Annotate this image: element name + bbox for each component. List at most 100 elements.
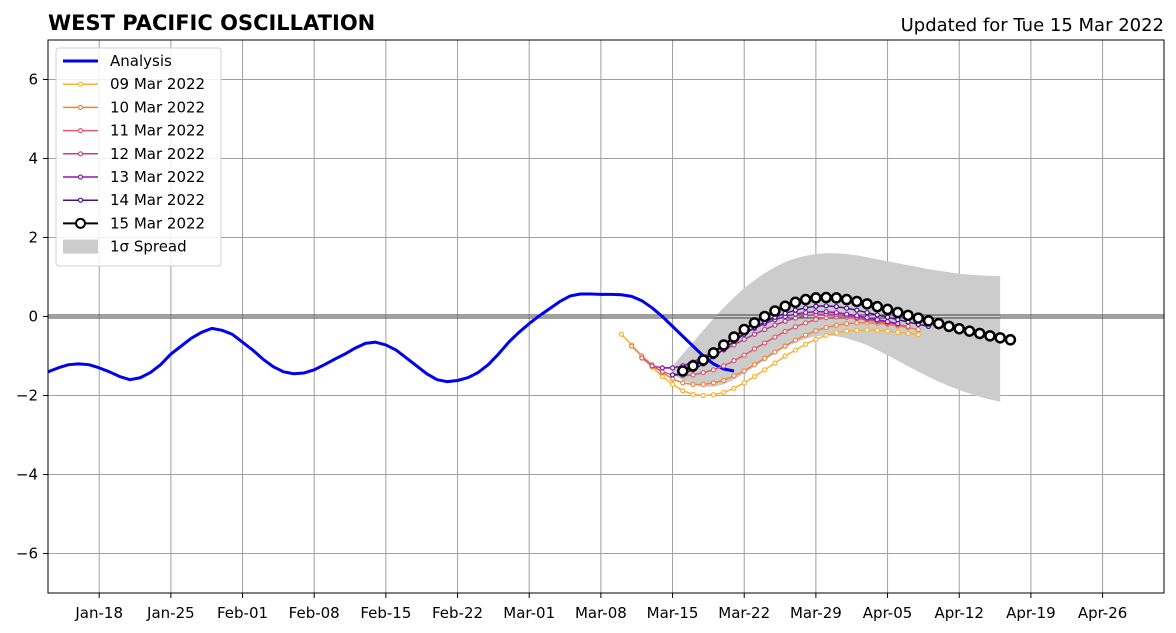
forecast-point [741,368,747,374]
forecast-point [741,352,747,358]
forecast-point [690,391,696,397]
y-tick-label: 6 [28,71,38,89]
forecast-point [772,349,778,355]
y-tick-label: −2 [16,387,38,405]
latest-forecast-point [707,347,720,359]
x-tick-label: Apr-12 [934,604,984,622]
forecast-point [823,324,829,331]
x-tick-label: Jan-18 [74,604,123,622]
forecast-point [833,304,839,310]
latest-forecast-point [769,305,781,317]
y-tick-label: −6 [16,545,38,563]
forecast-point [792,337,799,343]
forecast-point [854,307,860,313]
forecast-point [823,303,829,309]
forecast-point [762,326,768,333]
x-axis-ticks: Jan-18 Jan-25 Feb-01 Feb-08 Feb-15 Feb-22 Mar-… [74,593,1127,622]
legend-entry: 10 Mar 2022 [63,98,205,116]
forecast-point [874,317,880,323]
legend-marker [77,128,84,134]
latest-forecast-point [892,306,904,319]
forecast-point [700,369,706,376]
latest-forecast-point [922,315,935,327]
x-tick-label: Feb-15 [360,604,411,622]
latest-forecast-point [963,325,976,337]
legend-box [55,47,222,267]
y-tick-label: 2 [28,229,38,247]
legend-entry: Analysis [63,52,172,70]
forecast-point [792,324,799,330]
forecast-point [690,381,696,388]
latest-forecast-point [943,320,955,333]
forecast-point [782,328,788,335]
legend-label: 09 Mar 2022 [110,75,205,93]
legend-marker [77,81,84,87]
forecast-point [884,319,891,325]
forecast-point [700,381,706,388]
forecast-point [792,307,799,313]
y-tick-label: 4 [28,150,38,168]
forecast-point [803,341,809,347]
latest-forecast-point [830,292,843,304]
x-tick-label: Mar-29 [790,604,842,622]
forecast-point [741,380,747,386]
analysis-line [47,292,735,384]
forecast-point [844,305,850,311]
forecast-point [731,373,737,379]
x-tick-label: Mar-08 [575,604,627,622]
forecast-point [751,331,758,337]
forecast-point [833,322,839,328]
forecast-point [884,314,891,320]
chart-title: WEST PACIFIC OSCILLATION [48,11,375,35]
legend-entry: 12 Mar 2022 [63,145,205,163]
forecast-point [649,363,655,369]
forecast-point [680,388,686,394]
legend-marker [75,217,86,229]
legend-label: 14 Mar 2022 [110,191,205,209]
forecast-point [823,332,829,339]
latest-forecast-point [984,330,996,342]
forecast-point [710,392,717,398]
legend-marker [77,104,84,111]
forecast-point [813,309,819,315]
x-tick-label: Mar-22 [718,604,770,622]
legend-label: 1σ Spread [110,238,187,256]
legend-entry: 1σ Spread [63,238,187,256]
latest-forecast-point [677,365,689,377]
forecast-point [710,380,717,386]
x-tick-label: Feb-08 [289,604,340,622]
forecast-point [731,385,737,391]
forecast-point [874,327,880,333]
forecast-point [782,318,788,324]
x-tick-label: Jan-25 [146,604,195,622]
legend-entry: 15 Mar 2022 [63,214,205,232]
legend-label: 15 Mar 2022 [110,214,205,232]
legend-label: 12 Mar 2022 [110,145,205,163]
legend-marker [77,197,84,203]
forecast-point [762,355,768,361]
zero-line-layer [48,314,1164,319]
forecast-point [844,328,850,334]
forecast-point [905,330,911,337]
forecast-point [813,303,819,309]
legend-entry: 14 Mar 2022 [63,191,205,209]
forecast-point [792,347,799,353]
legend: Analysis 09 Mar 2022 10 Mar 2022 11 Mar 202… [55,47,222,267]
latest-forecast-point [902,309,914,322]
forecast-point [680,380,686,386]
latest-forecast-point [738,323,750,336]
chart-updated-text: Updated for Tue 15 Mar 2022 [901,15,1164,36]
x-tick-label: Apr-19 [1006,604,1056,622]
forecast-point [731,358,737,364]
legend-label: 11 Mar 2022 [110,122,205,140]
forecast-point [690,372,696,378]
forecast-point [762,340,768,346]
latest-forecast-point [748,317,761,329]
latest-forecast-point [994,332,1006,344]
legend-swatch [63,239,98,254]
latest-forecast-point [1004,334,1017,346]
legend-entry: 11 Mar 2022 [63,122,205,140]
latest-forecast-point [820,291,832,304]
latest-forecast-point [789,296,802,309]
